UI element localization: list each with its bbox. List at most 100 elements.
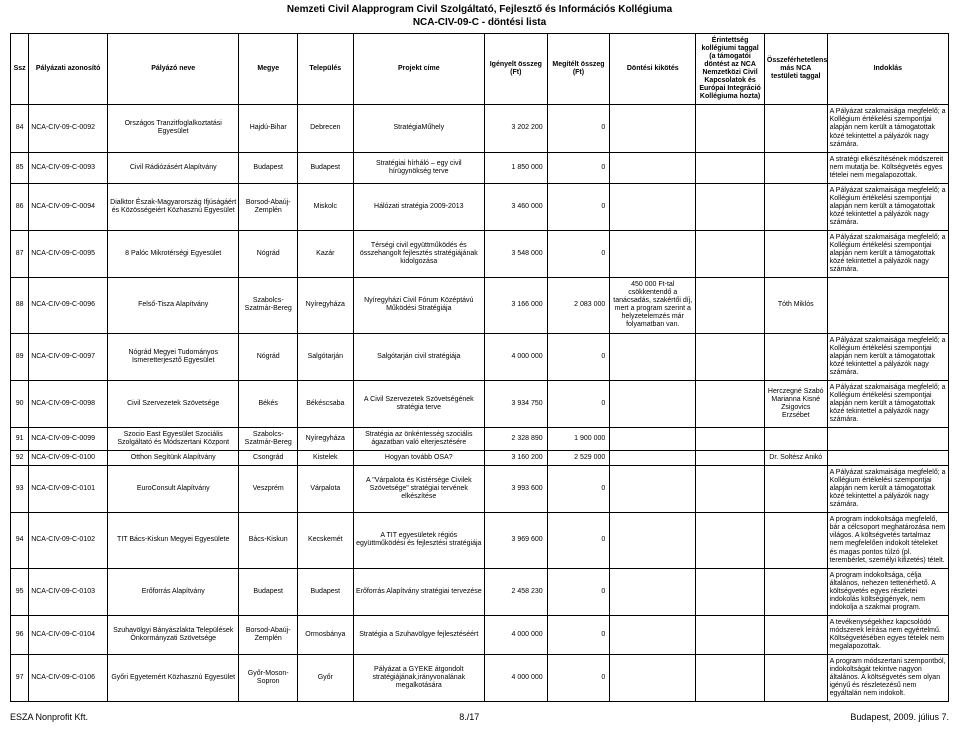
- cell-megitelt: 1 900 000: [547, 427, 610, 450]
- cell-erintettseg: [696, 615, 765, 654]
- cell-projekt: Stratégia az önkéntesség szociális ágaza…: [353, 427, 484, 450]
- cell-megye: Bács-Kiskun: [239, 513, 298, 568]
- table-row: 87NCA-CIV-09-C-00958 Palóc Mikrotérségi …: [11, 230, 949, 277]
- cell-ssz: 88: [11, 278, 29, 333]
- cell-projekt: Pályázat a GYEKE átgondolt stratégiájána…: [353, 655, 484, 702]
- cell-osszefer: [764, 615, 827, 654]
- table-row: 86NCA-CIV-09-C-0094Dialktor Észak-Magyar…: [11, 183, 949, 230]
- cell-azonosito: NCA-CIV-09-C-0106: [29, 655, 108, 702]
- table-row: 85NCA-CIV-09-C-0093Civil Rádiózásért Ala…: [11, 152, 949, 183]
- cell-megye: Veszprém: [239, 466, 298, 513]
- cell-kikotes: [610, 105, 696, 152]
- table-row: 96NCA-CIV-09-C-0104Szuhavölgyi Bányászla…: [11, 615, 949, 654]
- cell-megye: Hajdú-Bihar: [239, 105, 298, 152]
- cell-osszefer: [764, 183, 827, 230]
- cell-osszefer: Tóth Miklós: [764, 278, 827, 333]
- col-igenyelt: Igényelt összeg (Ft): [484, 34, 547, 105]
- cell-megye: Szabolcs-Szatmár-Bereg: [239, 427, 298, 450]
- cell-igenyelt: 3 969 600: [484, 513, 547, 568]
- cell-projekt: Erőforrás Alapítvány stratégiai tervezés…: [353, 568, 484, 615]
- cell-osszefer: [764, 333, 827, 380]
- cell-telepules: Budapest: [298, 152, 354, 183]
- cell-megitelt: 2 529 000: [547, 451, 610, 466]
- cell-igenyelt: 3 460 000: [484, 183, 547, 230]
- cell-indoklas: A stratégi elkészítésének módszereit nem…: [827, 152, 948, 183]
- cell-erintettseg: [696, 655, 765, 702]
- cell-projekt: StratégiaMűhely: [353, 105, 484, 152]
- cell-azonosito: NCA-CIV-09-C-0093: [29, 152, 108, 183]
- cell-megye: Nógrád: [239, 333, 298, 380]
- cell-kikotes: [610, 615, 696, 654]
- cell-erintettseg: [696, 380, 765, 427]
- cell-kikotes: [610, 380, 696, 427]
- cell-osszefer: [764, 230, 827, 277]
- cell-ssz: 93: [11, 466, 29, 513]
- cell-ssz: 94: [11, 513, 29, 568]
- cell-osszefer: Herczegné Szabó Marianna Kisné Zsigovics…: [764, 380, 827, 427]
- cell-kikotes: [610, 568, 696, 615]
- footer-left: ESZA Nonprofit Kft.: [10, 712, 88, 722]
- cell-telepules: Budapest: [298, 568, 354, 615]
- cell-erintettseg: [696, 333, 765, 380]
- table-row: 93NCA-CIV-09-C-0101EuroConsult Alapítván…: [11, 466, 949, 513]
- cell-nev: Szuhavölgyi Bányászlakta Települések Önk…: [108, 615, 239, 654]
- cell-megye: Békés: [239, 380, 298, 427]
- cell-kikotes: [610, 230, 696, 277]
- cell-kikotes: [610, 655, 696, 702]
- cell-indoklas: A Pályázat szakmaisága megfelelő; a Koll…: [827, 183, 948, 230]
- cell-erintettseg: [696, 451, 765, 466]
- page-footer: ESZA Nonprofit Kft. 8./17 Budapest, 2009…: [10, 712, 949, 722]
- cell-megye: Nógrád: [239, 230, 298, 277]
- table-row: 90NCA-CIV-09-C-0098Civil Szervezetek Szö…: [11, 380, 949, 427]
- cell-megitelt: 0: [547, 466, 610, 513]
- cell-ssz: 92: [11, 451, 29, 466]
- col-megye: Megye: [239, 34, 298, 105]
- cell-telepules: Kistelek: [298, 451, 354, 466]
- table-body: 84NCA-CIV-09-C-0092Országos Tranzitfogla…: [11, 105, 949, 702]
- cell-erintettseg: [696, 152, 765, 183]
- cell-nev: Szocio East Egyesület Szociális Szolgált…: [108, 427, 239, 450]
- cell-telepules: Várpalota: [298, 466, 354, 513]
- cell-ssz: 85: [11, 152, 29, 183]
- table-row: 92NCA-CIV-09-C-0100Otthon Segítünk Alapí…: [11, 451, 949, 466]
- cell-nev: Civil Rádiózásért Alapítvány: [108, 152, 239, 183]
- cell-projekt: A Civil Szervezetek Szövetségének straté…: [353, 380, 484, 427]
- cell-igenyelt: 3 934 750: [484, 380, 547, 427]
- col-indoklas: Indoklás: [827, 34, 948, 105]
- cell-erintettseg: [696, 230, 765, 277]
- title-line-2: NCA-CIV-09-C - döntési lista: [10, 17, 949, 30]
- table-row: 84NCA-CIV-09-C-0092Országos Tranzitfogla…: [11, 105, 949, 152]
- cell-osszefer: [764, 568, 827, 615]
- cell-erintettseg: [696, 466, 765, 513]
- col-azonosito: Pályázati azonosító: [29, 34, 108, 105]
- cell-azonosito: NCA-CIV-09-C-0094: [29, 183, 108, 230]
- cell-azonosito: NCA-CIV-09-C-0102: [29, 513, 108, 568]
- cell-megitelt: 0: [547, 568, 610, 615]
- cell-megitelt: 0: [547, 152, 610, 183]
- cell-megitelt: 0: [547, 183, 610, 230]
- cell-indoklas: A program indokoltsága, célja általános,…: [827, 568, 948, 615]
- cell-indoklas: A tevékenységekhez kapcsolódó módszerek …: [827, 615, 948, 654]
- cell-azonosito: NCA-CIV-09-C-0096: [29, 278, 108, 333]
- table-row: 88NCA-CIV-09-C-0096Felső-Tisza Alapítván…: [11, 278, 949, 333]
- cell-megitelt: 0: [547, 333, 610, 380]
- cell-ssz: 84: [11, 105, 29, 152]
- cell-indoklas: A Pályázat szakmaisága megfelelő; a Koll…: [827, 380, 948, 427]
- cell-erintettseg: [696, 427, 765, 450]
- cell-telepules: Salgótarján: [298, 333, 354, 380]
- cell-megye: Borsod-Abaúj-Zemplén: [239, 615, 298, 654]
- cell-osszefer: [764, 152, 827, 183]
- cell-erintettseg: [696, 183, 765, 230]
- cell-igenyelt: 4 000 000: [484, 615, 547, 654]
- cell-megitelt: 0: [547, 513, 610, 568]
- cell-kikotes: [610, 466, 696, 513]
- cell-nev: Országos Tranzitfoglalkoztatási Egyesüle…: [108, 105, 239, 152]
- cell-azonosito: NCA-CIV-09-C-0092: [29, 105, 108, 152]
- cell-projekt: Salgótarján civil stratégiája: [353, 333, 484, 380]
- col-nev: Pályázó neve: [108, 34, 239, 105]
- cell-igenyelt: 3 548 000: [484, 230, 547, 277]
- cell-igenyelt: 4 000 000: [484, 655, 547, 702]
- cell-osszefer: [764, 655, 827, 702]
- cell-projekt: Hogyan tovább OSA?: [353, 451, 484, 466]
- cell-indoklas: [827, 278, 948, 333]
